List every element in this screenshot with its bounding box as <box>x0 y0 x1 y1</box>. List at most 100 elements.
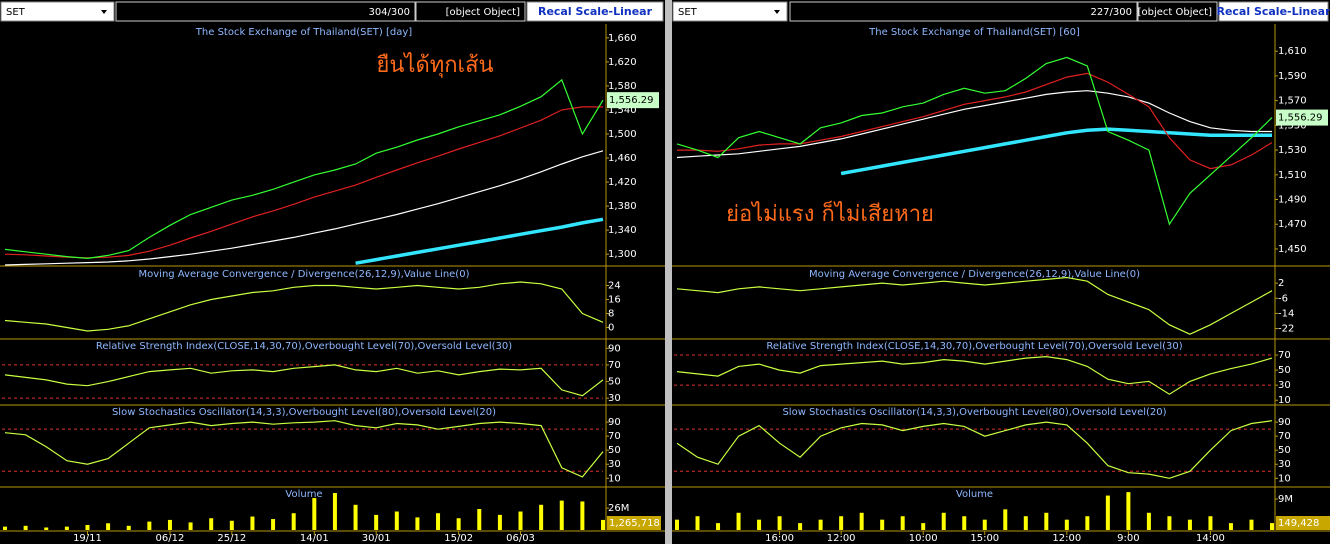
section-title: Relative Strength Index(CLOSE,14,30,70),… <box>96 341 512 352</box>
volume-bar <box>229 520 234 530</box>
y-tick-label: 70 <box>608 431 621 442</box>
price: [object Object] <box>446 7 520 18</box>
x-tick-label: 14/01 <box>300 533 329 544</box>
y-tick-label: 1,590 <box>1278 71 1307 82</box>
y-tick-label: 90 <box>608 417 621 428</box>
series-line <box>676 420 1273 479</box>
count-box <box>789 1 1138 22</box>
y-tick-label: 50 <box>608 377 621 388</box>
symbol-dropdown[interactable] <box>672 1 788 22</box>
recal-button[interactable] <box>1218 1 1329 22</box>
series-line <box>676 355 1273 395</box>
symbol-dropdown[interactable] <box>0 1 115 22</box>
annotation: ยืนได้ทุกเส้น <box>376 52 493 78</box>
series-line <box>355 217 604 265</box>
count: 227/300 <box>1090 7 1132 18</box>
volume-bar <box>839 516 844 530</box>
y-tick-label: 30 <box>608 393 621 404</box>
series-line <box>4 364 604 397</box>
volume-bar <box>415 517 420 530</box>
volume-bar <box>880 519 885 530</box>
y-tick-label: -14 <box>1278 308 1294 319</box>
y-tick-label: 1,570 <box>1278 96 1307 107</box>
volume-bar <box>675 519 679 530</box>
y-tick-label: 10 <box>1278 395 1291 406</box>
x-tick-label: 15:00 <box>970 533 999 544</box>
volume-bar <box>1249 519 1254 530</box>
volume-bar <box>1208 516 1213 530</box>
volume-bar <box>921 523 926 530</box>
y-tick-label: 1,420 <box>608 177 637 188</box>
section-title: Volume <box>285 489 322 500</box>
chart-title: The Stock Exchange of Thailand(SET) [60] <box>868 27 1080 38</box>
x-tick-label: 10:00 <box>909 533 938 544</box>
y-tick-label: 90 <box>608 343 621 354</box>
y-tick-label: 1,460 <box>608 153 637 164</box>
y-tick-label: 1,380 <box>608 201 637 212</box>
section-title: Moving Average Convergence / Divergence(… <box>139 269 470 280</box>
volume-bar <box>394 511 399 530</box>
series-line <box>676 276 1273 335</box>
recal-button-label: Recal Scale-Linear <box>538 5 653 18</box>
y-tick-label: 50 <box>608 445 621 456</box>
section-title: Moving Average Convergence / Divergence(… <box>809 269 1140 280</box>
series-line <box>4 281 604 332</box>
y-tick-label: -6 <box>1278 293 1288 304</box>
y-tick-label: 1,620 <box>608 57 637 68</box>
y-tick-label: 1,450 <box>1278 244 1307 255</box>
symbol: SET <box>6 7 26 18</box>
volume-bar <box>188 522 193 530</box>
volume-bar <box>64 526 69 530</box>
x-tick-label: 30/01 <box>362 533 391 544</box>
volume-bar <box>601 519 605 530</box>
y-tick-label: 1,300 <box>608 249 637 260</box>
volume-bar <box>757 519 762 530</box>
y-tick-label: 1,660 <box>608 33 637 44</box>
last-price-box <box>607 92 659 109</box>
volume-bar <box>716 523 721 530</box>
y-tick-label: -22 <box>1278 324 1294 335</box>
volume-bar <box>1228 523 1233 530</box>
y-tick-label: 50 <box>1278 365 1291 376</box>
volume-bar <box>85 524 90 530</box>
volume-bar <box>3 526 7 530</box>
y-tick-label: 90 <box>1278 417 1291 428</box>
last-price: 1,556.29 <box>1278 113 1323 124</box>
y-tick-label: 1,490 <box>1278 194 1307 205</box>
volume-bar <box>1044 512 1049 530</box>
last-volume-box <box>607 516 661 530</box>
y-tick-label: 30 <box>608 459 621 470</box>
volume-bar <box>497 514 502 530</box>
x-tick-label: 15/02 <box>444 533 473 544</box>
volume-bar <box>1126 492 1131 530</box>
x-tick-label: 19/11 <box>73 533 102 544</box>
volume-bar <box>1187 519 1192 530</box>
y-tick-label: 1,610 <box>1278 46 1307 57</box>
x-tick-label: 14:00 <box>1196 533 1225 544</box>
price: [object Object] <box>1138 7 1212 18</box>
volume-bar <box>798 523 803 530</box>
series-line <box>4 106 603 259</box>
price-box <box>415 1 526 22</box>
volume-bar <box>859 512 864 530</box>
y-tick-label: 70 <box>1278 350 1291 361</box>
volume-bar <box>518 511 523 530</box>
series-line <box>4 150 604 266</box>
volume-bar <box>1023 516 1028 530</box>
x-tick-label: 12:00 <box>1052 533 1081 544</box>
recal-button[interactable] <box>526 1 664 22</box>
volume-bar <box>900 516 905 530</box>
y-tick-label: 10 <box>1278 473 1291 484</box>
y-tick-label: 26M <box>608 503 629 514</box>
volume-bar <box>818 519 823 530</box>
volume-bar <box>962 516 967 530</box>
x-tick-label: 16:00 <box>765 533 794 544</box>
y-tick-label: 1,510 <box>1278 170 1307 181</box>
y-tick-label: 10 <box>608 473 621 484</box>
y-tick-label: 70 <box>608 360 621 371</box>
volume-bar <box>539 504 544 530</box>
y-tick-label: 1,540 <box>608 105 637 116</box>
y-tick-label: 24 <box>608 281 621 292</box>
volume-bar <box>209 518 214 530</box>
